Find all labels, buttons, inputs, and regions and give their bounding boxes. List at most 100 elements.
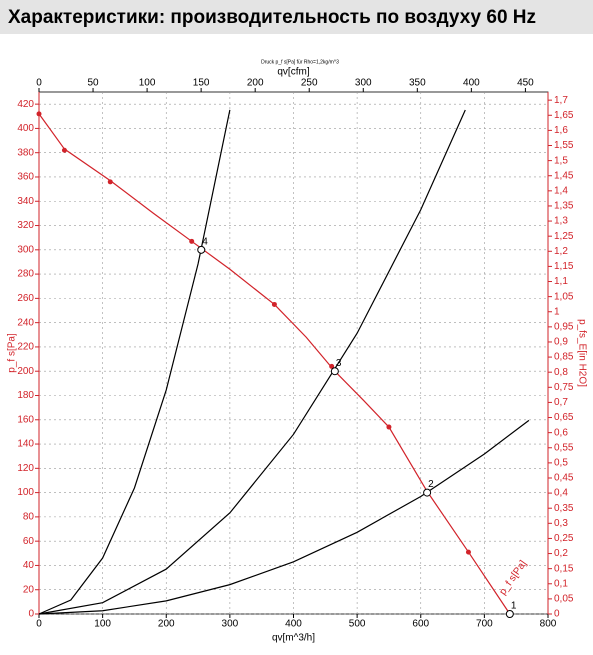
x-axis-label: qv[m^3/h] bbox=[272, 633, 315, 644]
y2-tick-label: 1,2 bbox=[554, 246, 568, 257]
y-tick-label: 300 bbox=[17, 244, 34, 255]
y2-tick-label: 0 bbox=[554, 609, 560, 620]
x2-tick-label: 350 bbox=[409, 78, 426, 89]
y2-tick-label: 0,8 bbox=[554, 367, 568, 378]
x2-tick-label: 450 bbox=[517, 78, 534, 89]
y2-tick-label: 0,3 bbox=[554, 518, 568, 529]
y2-tick-label: 1,15 bbox=[554, 261, 574, 272]
header-bar bbox=[0, 0, 593, 34]
x-tick-label: 600 bbox=[412, 619, 429, 630]
x2-tick-label: 150 bbox=[193, 78, 210, 89]
y2-tick-label: 1,45 bbox=[554, 170, 574, 181]
y-tick-label: 260 bbox=[17, 293, 34, 304]
y2-tick-label: 1,7 bbox=[554, 95, 568, 106]
y2-tick-label: 1,65 bbox=[554, 110, 574, 121]
x-tick-label: 400 bbox=[285, 619, 302, 630]
y2-tick-label: 0,95 bbox=[554, 321, 574, 332]
y-tick-label: 240 bbox=[17, 317, 34, 328]
y2-tick-label: 0,9 bbox=[554, 337, 568, 348]
x-tick-label: 300 bbox=[222, 619, 239, 630]
operating-point-label: 4 bbox=[202, 236, 208, 247]
series-line bbox=[38, 109, 231, 615]
y2-tick-label: 0,55 bbox=[554, 442, 574, 453]
x-tick-label: 500 bbox=[349, 619, 366, 630]
data-point bbox=[329, 363, 335, 369]
data-point bbox=[107, 179, 113, 185]
x2-tick-label: 400 bbox=[463, 78, 480, 89]
y-tick-label: 40 bbox=[23, 560, 35, 571]
y2-tick-label: 0,35 bbox=[554, 503, 574, 514]
y2-tick-label: 1,55 bbox=[554, 140, 574, 151]
y2-tick-label: 0,5 bbox=[554, 458, 568, 469]
y2-tick-label: 1,5 bbox=[554, 155, 568, 166]
y2-tick-label: 1,25 bbox=[554, 231, 574, 242]
y-tick-label: 140 bbox=[17, 439, 34, 450]
y-tick-label: 400 bbox=[17, 123, 34, 134]
chart-subtitle: Druck p_f s[Pa] für Rho=1,2kg/m^3 bbox=[261, 59, 339, 65]
y2-tick-label: 0,45 bbox=[554, 473, 574, 484]
y2-tick-label: 1,1 bbox=[554, 276, 568, 287]
y2-tick-label: 0,2 bbox=[554, 548, 568, 559]
y2-tick-label: 0,4 bbox=[554, 488, 568, 499]
operating-point-label: 2 bbox=[428, 479, 434, 490]
y-tick-label: 200 bbox=[17, 366, 34, 377]
operating-point-label: 3 bbox=[336, 358, 342, 369]
y2-axis-label: p_fs_E[in H2O] bbox=[576, 319, 587, 387]
series-label: p_f s[Pa] bbox=[497, 558, 529, 597]
y-tick-label: 80 bbox=[23, 512, 35, 523]
y2-tick-label: 1,3 bbox=[554, 216, 568, 227]
x-tick-label: 700 bbox=[476, 619, 493, 630]
y-tick-label: 120 bbox=[17, 463, 34, 474]
operating-point bbox=[505, 610, 514, 618]
chart-title: Характеристики: производительность по во… bbox=[8, 7, 536, 28]
data-point bbox=[189, 238, 195, 244]
y2-tick-label: 1,05 bbox=[554, 291, 574, 302]
data-point bbox=[271, 301, 277, 307]
operating-point bbox=[423, 488, 432, 497]
series-line bbox=[38, 419, 530, 615]
data-point bbox=[61, 147, 67, 153]
y2-tick-label: 0,15 bbox=[554, 563, 574, 574]
operating-point-label: 1 bbox=[511, 601, 517, 612]
y2-tick-label: 1,35 bbox=[554, 201, 574, 212]
x-tick-label: 200 bbox=[158, 619, 175, 630]
y2-tick-label: 0,75 bbox=[554, 382, 574, 393]
y-tick-label: 360 bbox=[17, 172, 34, 183]
y-tick-label: 180 bbox=[17, 390, 34, 401]
y2-tick-label: 1,6 bbox=[554, 125, 568, 136]
y2-tick-label: 0,1 bbox=[554, 578, 568, 589]
y-tick-label: 0 bbox=[28, 609, 34, 620]
y-axis-label: p_f s[Pa] bbox=[7, 333, 18, 373]
y2-tick-label: 0,65 bbox=[554, 412, 574, 423]
x-tick-label: 800 bbox=[540, 619, 557, 630]
y2-tick-label: 1,4 bbox=[554, 185, 568, 196]
x2-axis-label: qv[cfm] bbox=[277, 67, 309, 78]
y-tick-label: 320 bbox=[17, 220, 34, 231]
x2-tick-label: 100 bbox=[139, 78, 156, 89]
operating-point bbox=[197, 245, 206, 254]
data-point bbox=[465, 549, 471, 555]
y-tick-label: 20 bbox=[23, 584, 35, 595]
y2-tick-label: 0,25 bbox=[554, 533, 574, 544]
y-tick-label: 380 bbox=[17, 147, 34, 158]
y-tick-label: 420 bbox=[17, 99, 34, 110]
y2-tick-label: 0,85 bbox=[554, 352, 574, 363]
y2-tick-label: 0,05 bbox=[554, 594, 574, 605]
y2-tick-label: 0,6 bbox=[554, 427, 568, 438]
x2-tick-label: 50 bbox=[87, 78, 99, 89]
y-tick-label: 60 bbox=[23, 536, 35, 547]
x-tick-label: 100 bbox=[94, 619, 111, 630]
x2-tick-label: 0 bbox=[36, 78, 42, 89]
y-tick-label: 100 bbox=[17, 487, 34, 498]
y-tick-label: 220 bbox=[17, 342, 34, 353]
data-point bbox=[386, 424, 392, 430]
series-line bbox=[38, 113, 511, 615]
data-point bbox=[36, 111, 42, 117]
series-line bbox=[38, 109, 466, 615]
y-tick-label: 160 bbox=[17, 414, 34, 425]
y2-tick-label: 0,7 bbox=[554, 397, 568, 408]
y-tick-label: 340 bbox=[17, 196, 34, 207]
x2-tick-label: 200 bbox=[247, 78, 264, 89]
y-tick-label: 280 bbox=[17, 269, 34, 280]
